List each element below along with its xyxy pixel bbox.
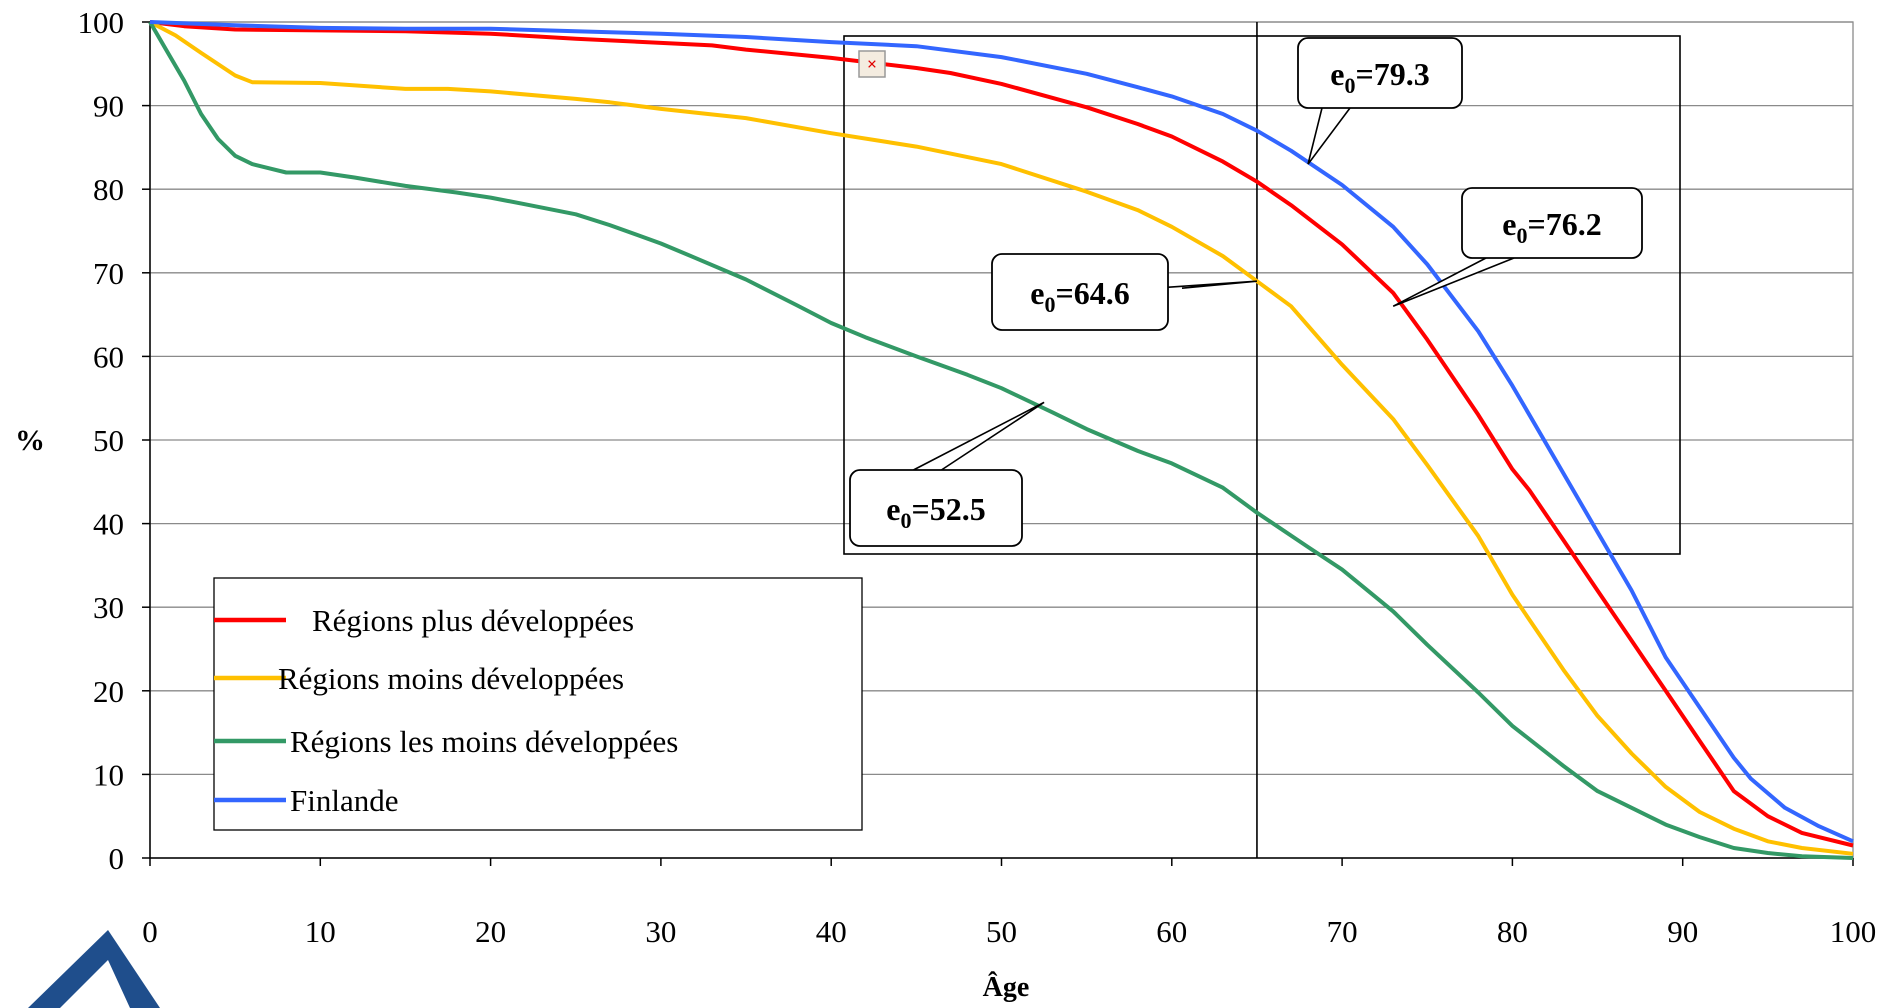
x-tick-label: 10 — [305, 914, 336, 949]
callout-pointer — [1392, 257, 1515, 307]
series-line-3 — [149, 20, 1854, 844]
callout-box — [991, 253, 1169, 331]
y-tick-label: 0 — [109, 841, 125, 876]
callout-box — [849, 469, 1023, 547]
y-axis-label: % — [15, 424, 45, 457]
series-line-1 — [149, 20, 1854, 856]
x-tick-label: 40 — [816, 914, 847, 949]
x-tick-label: 100 — [1830, 914, 1877, 949]
svg-text:×: × — [867, 54, 877, 74]
logo — [28, 930, 160, 1008]
zoom-box — [843, 22, 1681, 858]
legend-label: Régions les moins développées — [290, 724, 678, 759]
callout-text: e0=76.2 — [1502, 206, 1601, 248]
legend-box — [213, 577, 863, 831]
x-tick-label: 60 — [1156, 914, 1187, 949]
x-tick-labels: 0 10 20 30 40 50 60 70 80 90 100 — [142, 914, 1876, 949]
y-tick-label: 50 — [93, 423, 124, 458]
legend: Régions plus développées Régions moins dé… — [213, 577, 863, 831]
series-line-0 — [149, 20, 1854, 848]
callout-text: e0=52.5 — [886, 491, 985, 533]
y-tick-label: 10 — [93, 757, 124, 792]
y-tick-labels: 0 10 20 30 40 50 60 70 80 90 100 — [78, 5, 125, 876]
legend-label: Régions plus développées — [312, 603, 634, 638]
callout-pointer — [1307, 107, 1351, 165]
x-tick-label: 90 — [1667, 914, 1698, 949]
y-tick-label: 30 — [93, 590, 124, 625]
x-tick-label: 20 — [475, 914, 506, 949]
callout-text: e0=64.6 — [1030, 275, 1129, 317]
y-tick-label: 40 — [93, 507, 124, 542]
y-tick-label: 20 — [93, 674, 124, 709]
x-tick-label: 30 — [645, 914, 676, 949]
y-tick-label: 90 — [93, 89, 124, 124]
callout-text: e0=79.3 — [1330, 56, 1429, 98]
callout-pointer — [1153, 280, 1258, 289]
legend-label: Régions moins développées — [278, 661, 624, 696]
x-tick-label: 0 — [142, 914, 158, 949]
x-tick-label: 80 — [1497, 914, 1528, 949]
callout-pointer — [913, 401, 1045, 471]
callout-box — [1461, 187, 1643, 259]
callout-box — [1297, 37, 1463, 109]
y-tick-label: 100 — [78, 5, 125, 40]
x-axis-label: Âge — [983, 972, 1030, 1003]
legend-label: Finlande — [290, 783, 399, 818]
y-tick-label: 80 — [93, 172, 124, 207]
axes — [142, 21, 1854, 866]
broken-image-icon: × — [858, 50, 886, 78]
y-tick-label: 70 — [93, 256, 124, 291]
zoom-region-box — [843, 35, 1681, 555]
x-tick-label: 70 — [1327, 914, 1358, 949]
x-tick-label: 50 — [986, 914, 1017, 949]
e0-callouts: e0=79.3 e0=76.2 e0=64.6 e0=52.5 — [849, 37, 1643, 547]
series-line-2 — [148, 20, 1854, 860]
y-tick-label: 60 — [93, 339, 124, 374]
series-lines — [148, 20, 1854, 860]
